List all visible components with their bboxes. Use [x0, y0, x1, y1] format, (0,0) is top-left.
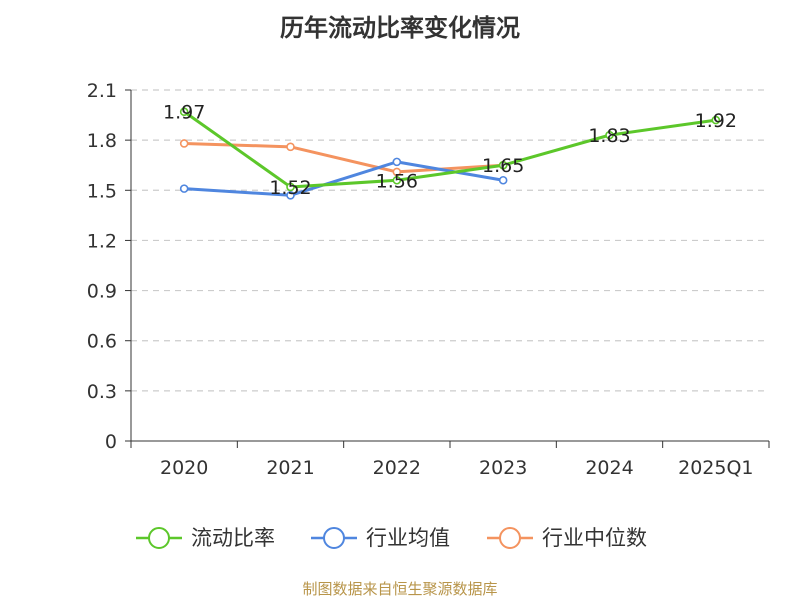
x-tick-label: 2023	[479, 457, 527, 479]
data-point	[179, 107, 189, 117]
x-tick-label: 2021	[266, 457, 314, 479]
legend-marker	[499, 527, 521, 549]
data-point	[392, 157, 402, 167]
data-point	[179, 139, 189, 148]
legend-marker	[148, 527, 170, 549]
legend-marker	[323, 527, 345, 549]
data-label: 1.97	[163, 102, 205, 124]
data-point	[286, 182, 295, 192]
y-tick-label: 1.2	[87, 230, 117, 252]
data-point	[498, 160, 508, 170]
y-tick-label: 0.3	[87, 381, 117, 403]
y-tick-label: 1.8	[87, 130, 117, 152]
legend-label: 行业均值	[366, 526, 450, 550]
data-point	[286, 142, 295, 152]
data-point	[392, 175, 402, 185]
data-point	[711, 115, 721, 125]
legend-item[interactable]: 行业中位数	[487, 526, 647, 550]
y-tick-label: 0.9	[87, 281, 117, 303]
data-label: 1.83	[588, 125, 630, 147]
data-label: 1.92	[695, 110, 737, 132]
data-point	[392, 167, 402, 177]
legend-label: 行业中位数	[542, 526, 647, 550]
series-line	[184, 141, 504, 174]
grid-layer	[131, 89, 769, 392]
y-tick-label: 0	[105, 431, 117, 453]
series-line	[184, 160, 504, 197]
chart-title: 历年流动比率变化情况	[280, 14, 520, 42]
y-tick-label: 1.5	[87, 180, 117, 202]
y-tick-label: 0.6	[87, 331, 117, 353]
x-tick-label: 2020	[160, 457, 208, 479]
data-point	[605, 130, 614, 140]
legend-label: 流动比率	[191, 526, 275, 550]
data-point	[179, 184, 189, 193]
data-label: 1.65	[482, 155, 524, 177]
data-label-layer: 1.97 1.52 1.56 1.65 1.83 1.92	[163, 102, 737, 199]
data-label: 1.52	[269, 177, 311, 199]
legend-item[interactable]: 流动比率	[136, 526, 275, 550]
data-point	[498, 175, 508, 185]
x-tick-label: 2025Q1	[678, 457, 753, 479]
source-note: 制图数据来自恒生聚源数据库	[302, 580, 498, 598]
legend-item[interactable]: 行业均值	[311, 526, 450, 550]
legend: 流动比率 行业均值 行业中位数	[136, 526, 647, 550]
y-tick-label: 2.1	[87, 80, 117, 102]
series-line	[183, 110, 717, 189]
axis-layer: 0 0.3 0.6 0.9 1.2 1.5 1.8 2.1 2020 2021 2022 2023 20…	[87, 80, 770, 479]
data-label: 1.56	[376, 170, 418, 192]
series-layer	[179, 107, 721, 200]
x-tick-label: 2022	[373, 457, 421, 479]
x-tick-label: 2024	[585, 457, 633, 479]
data-point	[286, 191, 295, 200]
